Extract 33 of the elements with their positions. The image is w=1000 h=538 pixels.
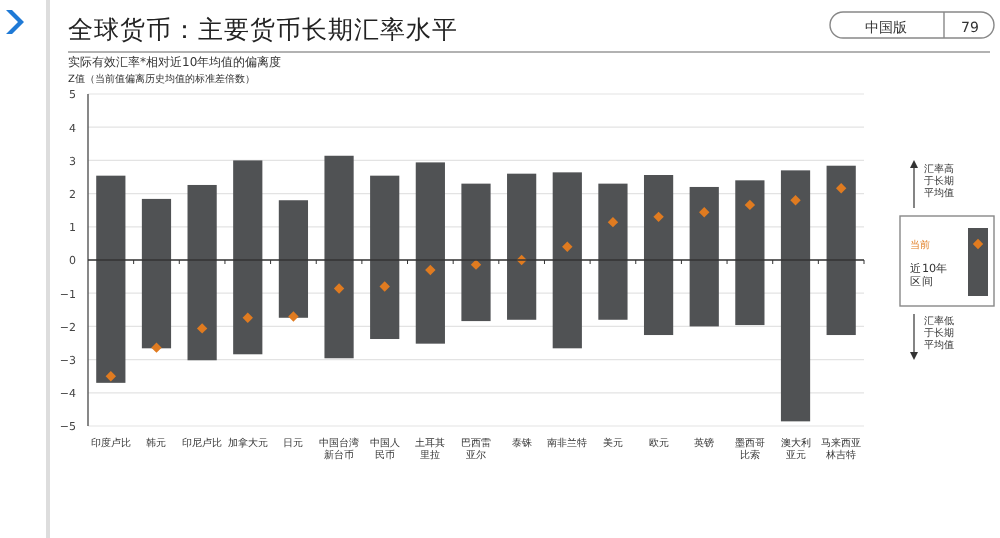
point — [653, 211, 664, 223]
point — [333, 283, 345, 294]
bar — [735, 180, 765, 326]
bar — [507, 173, 537, 320]
bar — [415, 162, 445, 344]
bar — [643, 175, 674, 336]
point — [242, 312, 253, 323]
chart-title: 全球货币：主要货币长期汇率水平 — [68, 14, 458, 44]
point — [288, 311, 299, 322]
point — [562, 241, 573, 252]
point — [151, 342, 162, 353]
point — [425, 264, 436, 276]
bar — [324, 155, 354, 359]
bar — [141, 198, 172, 349]
bar — [780, 170, 811, 422]
bar — [370, 175, 400, 340]
point — [607, 216, 619, 228]
bar — [689, 186, 719, 327]
point — [196, 323, 208, 334]
bar — [233, 160, 263, 355]
bar — [826, 165, 856, 336]
point — [699, 206, 710, 218]
point — [379, 281, 390, 292]
bar — [96, 175, 126, 383]
point — [835, 183, 847, 194]
point — [744, 199, 756, 211]
bar — [461, 183, 491, 322]
point — [105, 371, 117, 382]
bar — [598, 183, 628, 320]
point — [790, 195, 801, 206]
bar — [552, 172, 582, 349]
bar — [278, 200, 309, 318]
bar — [187, 184, 217, 361]
